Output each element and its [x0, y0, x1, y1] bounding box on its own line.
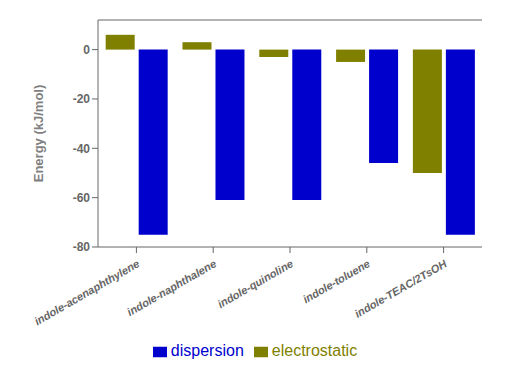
- svg-text:-60: -60: [73, 191, 91, 205]
- svg-text:indole-naphthalene: indole-naphthalene: [125, 257, 218, 318]
- html-text:electrostatic: electrostatic: [271, 342, 358, 359]
- svg-text:Energy (kJ/mol): Energy (kJ/mol): [31, 85, 46, 183]
- svg-text:indole-acenaphthylene: indole-acenaphthylene: [32, 257, 141, 327]
- svg-text:0: 0: [83, 43, 90, 57]
- svg-text:indole-quinoline: indole-quinoline: [215, 257, 295, 310]
- svg-text:indole-toluene: indole-toluene: [301, 257, 372, 305]
- svg-text:-80: -80: [73, 240, 91, 254]
- html-text:dispersion: dispersion: [170, 342, 244, 359]
- svg-text:-20: -20: [73, 92, 91, 106]
- svg-text:indole-TEAC/2TsOH: indole-TEAC/2TsOH: [352, 257, 449, 320]
- svg-text:-40: -40: [73, 142, 91, 156]
